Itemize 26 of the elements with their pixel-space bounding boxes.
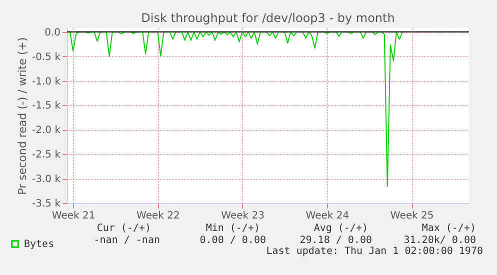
text: Cur (-/+) bbox=[96, 223, 151, 234]
y-axis-title: Pr second read (-) / write (+) bbox=[16, 37, 30, 195]
text: Avg (-/+) bbox=[314, 223, 368, 234]
x-tick-label: Week 22 bbox=[136, 210, 180, 222]
text: 31.20k/ 0.00 bbox=[404, 235, 476, 246]
y-tick-label: -0.5 k bbox=[32, 52, 61, 63]
chart-title: Disk throughput for /dev/loop3 - by month bbox=[141, 10, 395, 25]
text: 0.00 / 0.00 bbox=[200, 235, 266, 246]
y-tick-label: -2.0 k bbox=[32, 125, 61, 136]
x-tick-label: Week 23 bbox=[221, 210, 264, 222]
text: Max (-/+) bbox=[422, 223, 476, 234]
x-tick-label: Week 25 bbox=[390, 210, 434, 222]
y-tick-label: 0.0 bbox=[44, 27, 60, 38]
line-series bbox=[66, 31, 404, 187]
text: 29.18 / 0.00 bbox=[300, 235, 372, 246]
y-tick-label: -3.0 k bbox=[32, 174, 61, 186]
legend-label: Bytes bbox=[24, 239, 54, 250]
text: Min (-/+) bbox=[206, 223, 260, 234]
x-tick-label: Week 24 bbox=[306, 210, 350, 222]
text: Last update: Thu Jan 1 02:00:00 1970 bbox=[266, 246, 483, 257]
text: -nan / -nan bbox=[94, 235, 160, 246]
y-tick-label: -1.0 k bbox=[32, 76, 61, 88]
x-tick-label: Week 21 bbox=[52, 210, 96, 222]
y-tick-label: -2.5 k bbox=[32, 150, 61, 161]
y-tick-label: -1.5 k bbox=[32, 100, 61, 112]
y-tick-label: -3.5 k bbox=[32, 198, 61, 210]
